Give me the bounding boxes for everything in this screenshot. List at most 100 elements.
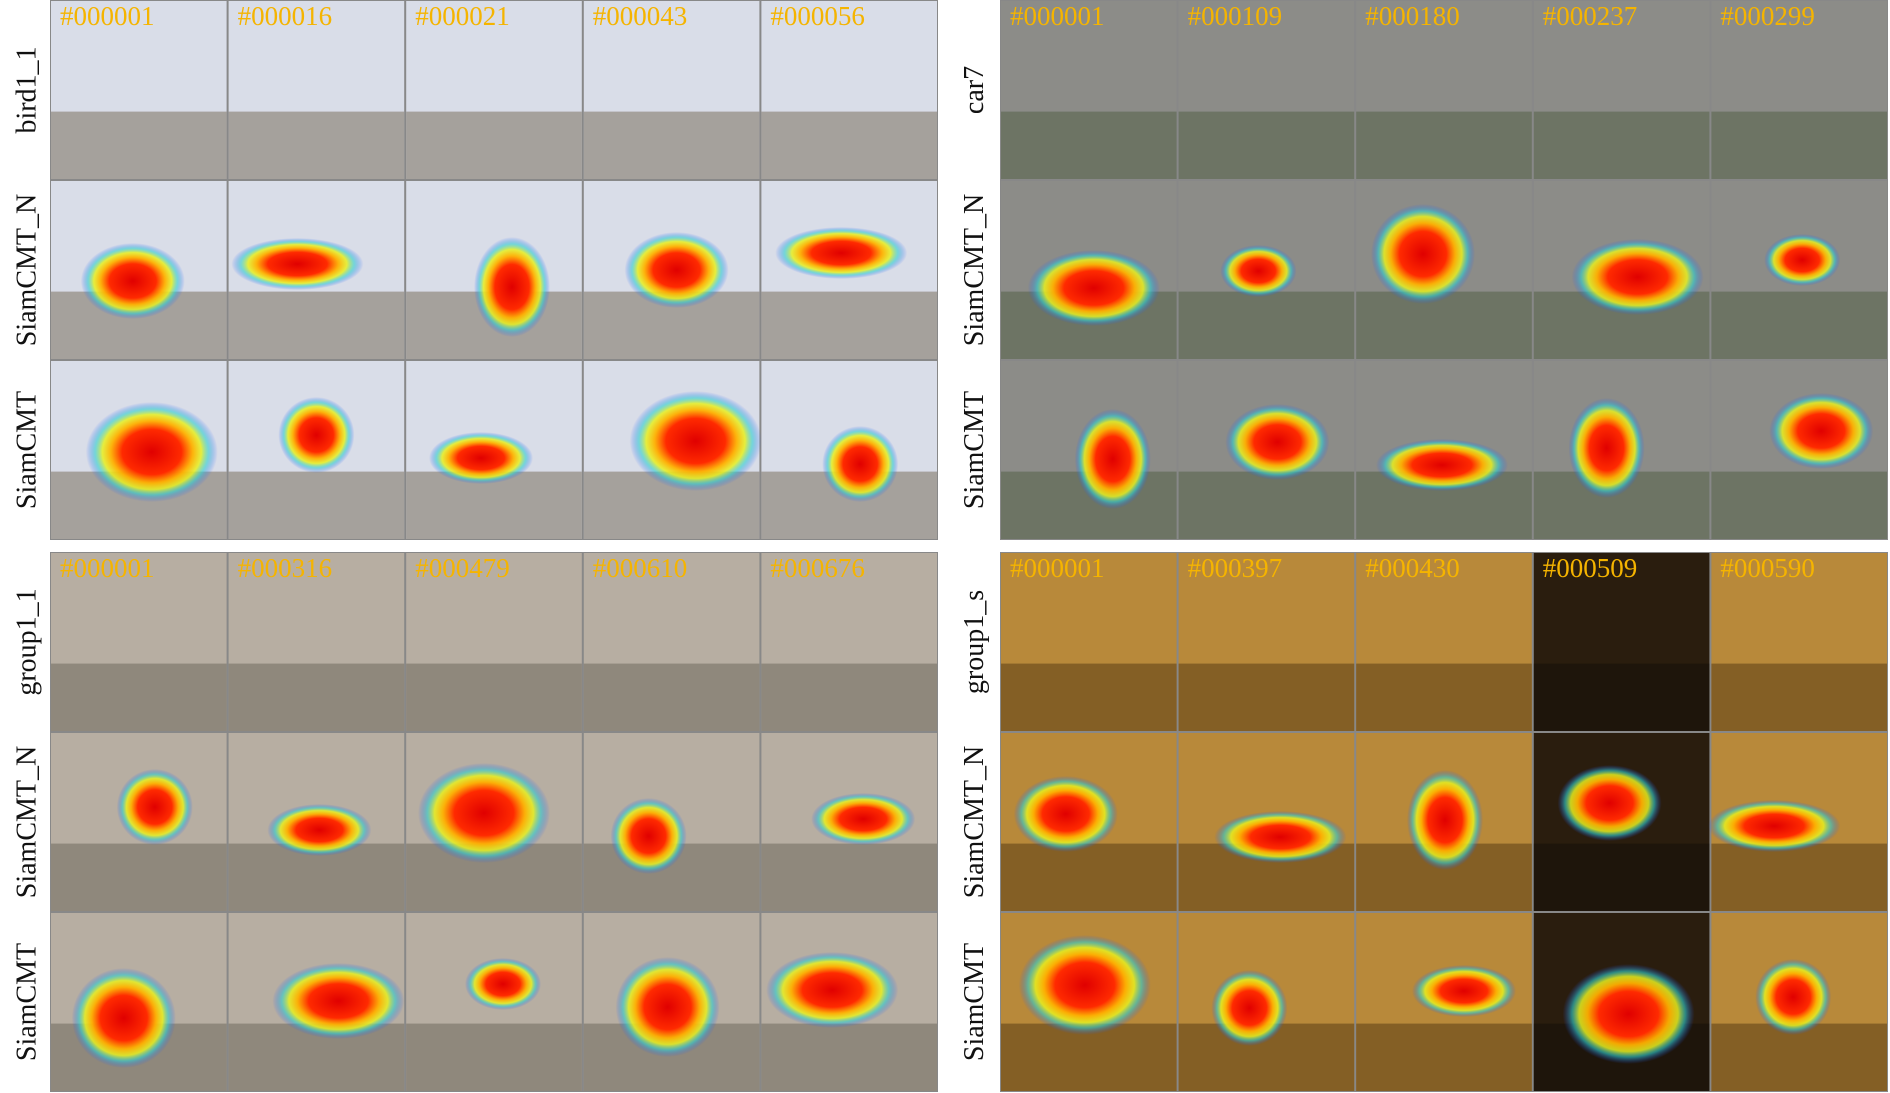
heatmap: [465, 958, 541, 1010]
heatmap: [1769, 393, 1874, 469]
heatmap: [418, 763, 550, 863]
heatmap: [272, 963, 405, 1039]
heatmap: [267, 804, 372, 856]
frame-number: #000109: [1188, 1, 1283, 31]
heatmap: [615, 957, 720, 1057]
heatmap: [811, 793, 916, 845]
image-ground: [1178, 663, 1355, 731]
heatmap: [1708, 800, 1841, 852]
image-ground: [228, 291, 405, 359]
heatmap: [71, 968, 176, 1068]
image-ground: [761, 843, 937, 911]
heatmap: [1412, 965, 1516, 1017]
image-ground: [761, 291, 937, 359]
row-label: SiamCMT: [11, 943, 42, 1061]
heatmap: [1571, 239, 1704, 315]
heatmap: [1027, 250, 1160, 326]
heatmap: [1764, 234, 1841, 286]
frame-number: #000430: [1365, 553, 1460, 583]
image-ground: [761, 663, 937, 731]
image-ground: [1178, 111, 1355, 179]
frame-number: #000509: [1543, 553, 1638, 583]
row-label: bird1_1: [11, 46, 42, 133]
image-ground: [1533, 663, 1710, 731]
frame-number: #000001: [1010, 553, 1105, 583]
frame-number: #000610: [593, 553, 688, 583]
heatmap: [1225, 404, 1330, 480]
image-ground: [1711, 1023, 1887, 1091]
heatmap: [1376, 439, 1508, 491]
heatmap: [1755, 959, 1832, 1035]
image-ground: [1356, 291, 1532, 359]
frame-number: #000001: [60, 1, 155, 31]
image-ground: [1356, 1023, 1532, 1091]
frame-number: #000299: [1720, 1, 1815, 31]
row-label: SiamCMT: [959, 391, 990, 509]
heatmap: [429, 432, 533, 484]
heatmap: [1013, 776, 1118, 852]
heatmap: [1018, 935, 1151, 1035]
heatmap: [1407, 770, 1483, 870]
image-ground: [228, 111, 405, 179]
heatmap: [278, 397, 355, 473]
image-ground: [1533, 111, 1710, 179]
row-label: SiamCMT_N: [959, 746, 990, 898]
heatmap: [822, 426, 899, 502]
frame-number: #000021: [415, 1, 510, 31]
heatmap: [610, 798, 687, 874]
frame-number: #000397: [1188, 553, 1283, 583]
image-ground: [406, 111, 582, 179]
image-ground: [1711, 471, 1887, 539]
frame-number: #000479: [415, 553, 510, 583]
frame-number: #000043: [593, 1, 688, 31]
image-ground: [1711, 291, 1887, 359]
row-label: group1_1: [11, 588, 42, 695]
heatmap: [1557, 765, 1662, 841]
heatmap: [766, 952, 899, 1028]
image-ground: [406, 663, 582, 731]
heatmap: [116, 769, 193, 845]
frame-number: #000316: [238, 553, 333, 583]
heatmap: [80, 243, 185, 319]
heatmap: [1562, 964, 1695, 1064]
image-ground: [1356, 663, 1532, 731]
image-ground: [761, 1023, 937, 1091]
frame-number: #000180: [1365, 1, 1460, 31]
image-ground: [51, 111, 227, 179]
image-ground: [1711, 663, 1887, 731]
frame-number: #000016: [238, 1, 333, 31]
image-ground: [1178, 291, 1355, 359]
heatmap: [1074, 409, 1151, 509]
image-ground: [1001, 663, 1177, 731]
frame-number: #000590: [1720, 553, 1815, 583]
heatmap: [775, 227, 908, 279]
heatmap: [1220, 245, 1297, 297]
image-ground: [1001, 111, 1177, 179]
row-label: SiamCMT_N: [11, 194, 42, 346]
image-ground: [583, 111, 760, 179]
frame-number: #000056: [770, 1, 865, 31]
frame-number: #000001: [60, 553, 155, 583]
frame-number: #000001: [1010, 1, 1105, 31]
row-label: SiamCMT: [959, 943, 990, 1061]
image-ground: [51, 663, 227, 731]
heatmap: [1211, 970, 1288, 1046]
image-ground: [1178, 471, 1355, 539]
heatmap: [624, 232, 729, 308]
image-ground: [1533, 843, 1710, 911]
frame-number: #000237: [1543, 1, 1638, 31]
row-label: SiamCMT_N: [959, 194, 990, 346]
image-ground: [761, 111, 937, 179]
image-ground: [406, 1023, 582, 1091]
row-label: group1_s: [959, 590, 990, 694]
image-ground: [228, 471, 405, 539]
heatmap: [474, 237, 550, 337]
row-label: car7: [959, 66, 990, 114]
image-ground: [583, 663, 760, 731]
heatmap: [629, 391, 762, 491]
heatmap: [1371, 204, 1475, 304]
image-ground: [228, 663, 405, 731]
image-ground: [1711, 843, 1887, 911]
heatmap: [1214, 811, 1347, 863]
